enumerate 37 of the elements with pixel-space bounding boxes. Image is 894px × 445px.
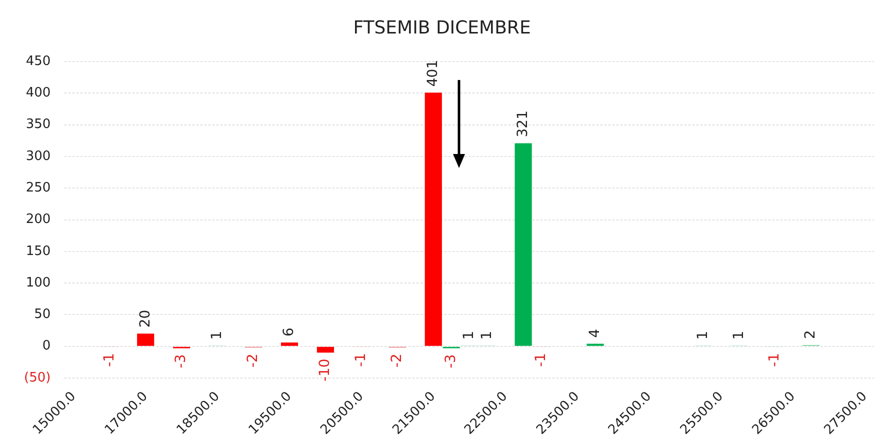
chart-title: FTSEMIB DICEMBRE [353,17,531,38]
data-label: 1 [209,330,226,340]
data-label: -3 [443,354,459,368]
data-label: 20 [137,310,154,328]
data-label: -1 [353,352,370,367]
data-label: -1 [766,352,783,367]
data-label: -2 [389,354,406,368]
data-label: 1 [478,330,495,340]
data-label: 401 [425,60,442,87]
data-label: -1 [532,352,549,367]
y-tick-label: 50 [34,307,51,322]
y-tick-label: 150 [26,244,51,259]
data-label: 1 [730,330,747,340]
y-tick-label: 350 [26,117,51,132]
y-tick-label: 0 [42,338,51,354]
data-label: 4 [586,328,603,338]
bar [514,143,532,346]
data-label: -10 [317,358,334,382]
data-label: 321 [514,110,531,138]
bar [424,92,442,346]
data-label: -2 [245,354,262,368]
data-label: 2 [802,330,819,340]
data-label: 1 [460,330,477,340]
data-label: -3 [173,354,190,368]
y-tick-label: 250 [26,180,51,196]
y-tick-label: 200 [26,212,51,228]
y-tick-label: (50) [24,370,51,386]
data-label: -1 [101,352,118,367]
data-label: 1 [694,330,711,340]
data-label: 6 [281,328,298,337]
y-tick-label: 300 [26,148,51,164]
y-tick-label: 450 [26,54,51,69]
y-tick-label: 100 [26,275,51,290]
y-tick-label: 400 [26,86,51,101]
bar [280,342,298,346]
bar [316,346,334,353]
bar [137,334,154,346]
